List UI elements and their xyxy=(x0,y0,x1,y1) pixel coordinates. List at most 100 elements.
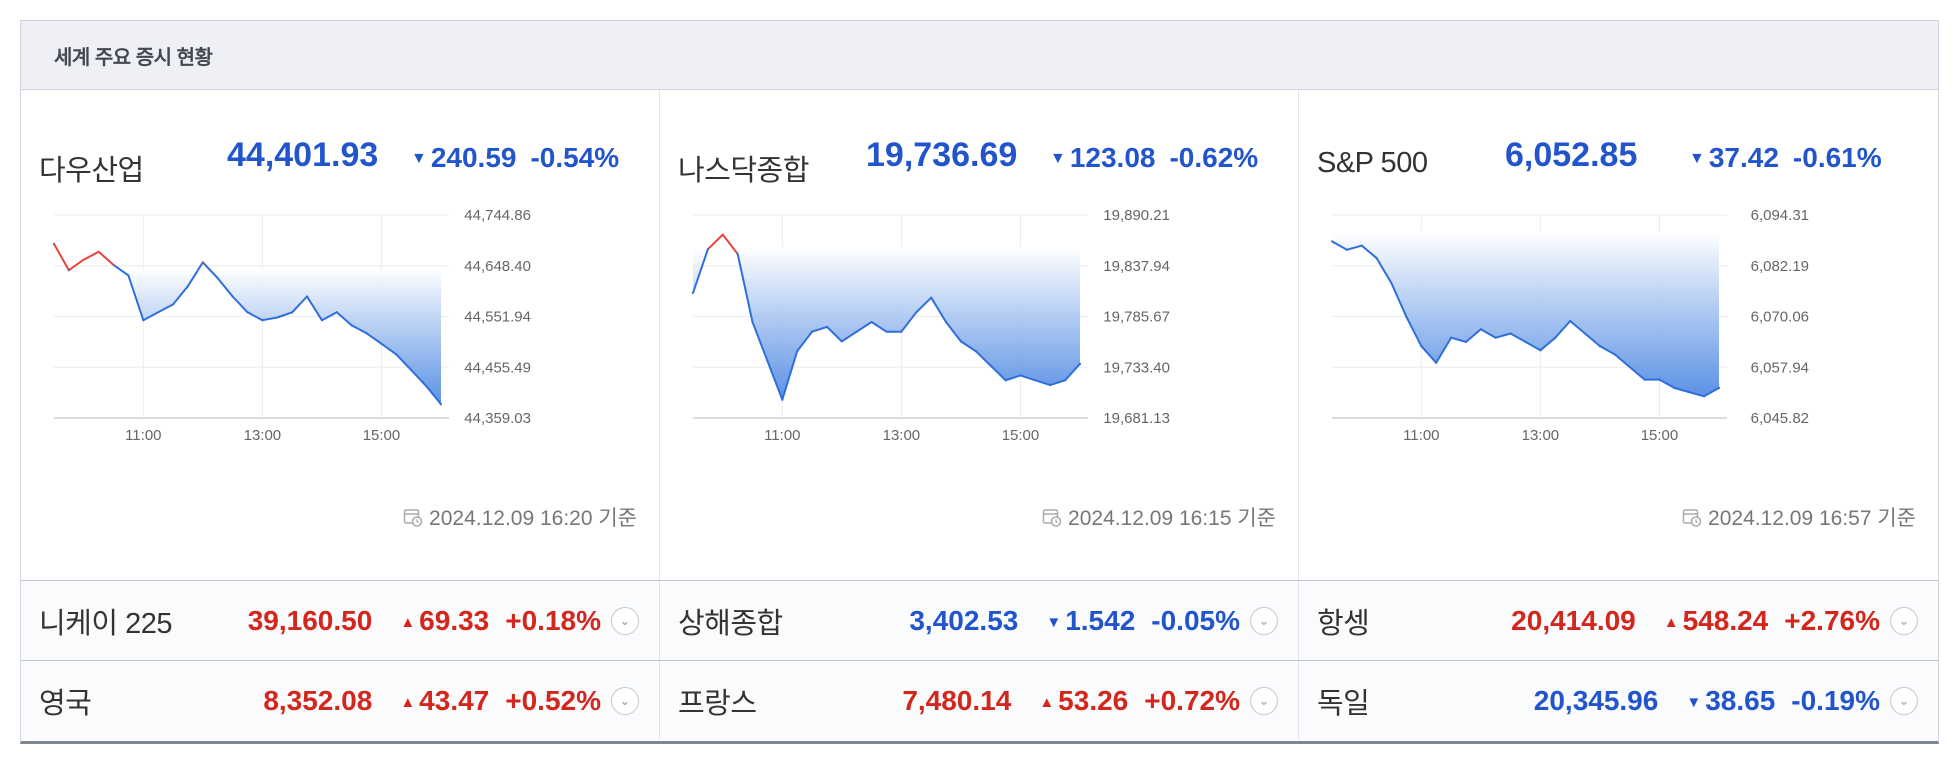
series-line-segment xyxy=(1034,379,1052,387)
x-tick-label: 15:00 xyxy=(1002,427,1040,444)
series-line-segment xyxy=(97,250,115,266)
series-line-segment xyxy=(216,277,234,298)
index-name: 나스닥종합 xyxy=(678,155,809,187)
index-name: 상해종합 xyxy=(678,607,783,640)
change-percent: -0.05% xyxy=(1151,604,1240,636)
data-point xyxy=(410,369,413,372)
data-point xyxy=(781,398,784,401)
change-amount: 43.47 xyxy=(419,684,490,716)
data-point xyxy=(1360,244,1363,247)
timestamp-text: 2024.12.09 16:20 기준 xyxy=(429,507,637,530)
x-tick-label: 13:00 xyxy=(1522,427,1560,444)
series-line-segment xyxy=(231,295,249,314)
panel-sp500[interactable]: S&P 500 6,052.85 ▼ 37.42 -0.61% 6,094.31 6,… xyxy=(1299,90,1938,580)
chevron-down-icon[interactable]: ⌄ xyxy=(1890,606,1918,635)
data-point xyxy=(959,340,962,343)
chevron-down-icon[interactable]: ⌄ xyxy=(1250,686,1278,715)
chevron-down-icon[interactable]: ⌄ xyxy=(611,606,639,635)
series-line-segment xyxy=(721,233,739,255)
y-tick-label: 6,057.94 xyxy=(1751,359,1809,376)
data-point xyxy=(97,250,100,253)
widget-title: 세계 주요 증시 현황 xyxy=(54,46,213,69)
index-cell-shanghai[interactable]: 상해종합 3,402.53 ▼ 1.542 -0.05% ⌄ xyxy=(660,581,1299,660)
x-tick-label: 15:00 xyxy=(1641,427,1679,444)
index-value: 8,352.08 xyxy=(263,684,373,716)
data-point xyxy=(1539,349,1542,352)
down-arrow-icon: ▼ xyxy=(1046,613,1062,631)
series-line-segment xyxy=(1004,374,1022,382)
x-tick-label: 11:00 xyxy=(125,427,161,444)
y-tick-label: 19,890.21 xyxy=(1103,207,1170,224)
change-percent: -0.19% xyxy=(1791,684,1880,716)
data-point xyxy=(201,261,204,264)
series-line-segment xyxy=(82,250,100,261)
index-cell-germany[interactable]: 독일 20,345.96 ▼ 38.65 -0.19% ⌄ xyxy=(1299,661,1938,740)
data-point xyxy=(172,303,175,306)
chevron-down-icon[interactable]: ⌄ xyxy=(1890,686,1918,715)
data-point xyxy=(1494,336,1497,339)
data-point xyxy=(350,324,353,327)
series-line-segment xyxy=(1509,332,1527,343)
series-line-segment xyxy=(915,296,933,314)
data-point xyxy=(1034,379,1037,382)
data-point xyxy=(1465,340,1467,343)
data-point xyxy=(261,319,264,322)
index-row: 영국 8,352.08 ▲ 43.47 +0.52% ⌄ 프랑스 7,480.14 ▲ 5… xyxy=(21,660,1938,740)
data-point xyxy=(989,364,992,367)
chevron-down-icon[interactable]: ⌄ xyxy=(611,686,639,715)
series-line-segment xyxy=(276,311,294,319)
index-cell-hangseng[interactable]: 항셍 20,414.09 ▲ 548.24 +2.76% ⌄ xyxy=(1299,581,1938,660)
series-line-segment xyxy=(1465,328,1482,343)
intraday-chart: 44,744.86 44,648.40 44,551.94 44,455.49 44,3… xyxy=(53,207,531,444)
data-point xyxy=(1450,336,1453,339)
series-line-segment xyxy=(855,321,873,333)
y-tick-label: 19,681.13 xyxy=(1103,410,1170,427)
series-line-segment xyxy=(959,340,977,353)
timestamp: 2024.12.09 16:57 기준 xyxy=(1682,502,1916,532)
series-line-segment xyxy=(201,261,219,280)
index-value: 20,345.96 xyxy=(1533,684,1659,716)
data-point xyxy=(1509,332,1512,335)
index-value: 7,480.14 xyxy=(902,684,1012,716)
change-amount: 548.24 xyxy=(1682,604,1769,636)
series-line-segment xyxy=(1494,332,1512,339)
series-line-segment xyxy=(365,332,383,345)
series-line-segment xyxy=(1479,328,1497,339)
series-line-segment xyxy=(1435,336,1453,364)
panel-dow[interactable]: 다우산업 44,401.93 ▼ 240.59 -0.54% 44,744.86 44… xyxy=(21,90,660,580)
data-point xyxy=(82,258,85,261)
data-point xyxy=(127,274,130,277)
data-point xyxy=(365,332,368,335)
index-value: 3,402.53 xyxy=(909,604,1019,636)
data-point xyxy=(826,325,828,328)
series-line-segment xyxy=(142,311,160,322)
index-cell-uk[interactable]: 영국 8,352.08 ▲ 43.47 +0.52% ⌄ xyxy=(21,661,660,740)
index-change: ▼ 240.59 -0.54% xyxy=(411,142,619,174)
index-values: 7,480.14 ▲ 53.26 +0.72% xyxy=(902,685,1240,717)
data-point xyxy=(67,269,70,272)
change-amount: 38.65 xyxy=(1705,684,1776,716)
change-amount: 69.33 xyxy=(419,604,490,636)
panel-nasdaq[interactable]: 나스닥종합 19,736.69 ▼ 123.08 -0.62% 19,890.21 1… xyxy=(660,90,1299,580)
data-point xyxy=(736,253,739,255)
data-point xyxy=(320,319,323,322)
index-list: 니케이 225 39,160.50 ▲ 69.33 +0.18% ⌄ 상해종합 3,4… xyxy=(21,580,1938,742)
data-point xyxy=(1420,345,1423,348)
index-cell-nikkei[interactable]: 니케이 225 39,160.50 ▲ 69.33 +0.18% ⌄ xyxy=(21,581,660,660)
series-line-segment xyxy=(53,242,70,272)
chevron-down-icon[interactable]: ⌄ xyxy=(1250,606,1278,635)
series-line-segment xyxy=(766,359,784,401)
index-values: 20,345.96 ▼ 38.65 -0.19% xyxy=(1534,685,1880,717)
y-tick-label: 44,648.40 xyxy=(464,258,531,275)
chart-area-fill xyxy=(693,247,1080,400)
x-tick-label: 13:00 xyxy=(883,427,921,444)
data-point xyxy=(291,311,294,314)
series-line-segment xyxy=(1584,332,1601,348)
series-line-segment xyxy=(1688,391,1706,398)
series-line-segment xyxy=(1360,244,1378,260)
index-cell-france[interactable]: 프랑스 7,480.14 ▲ 53.26 +0.72% ⌄ xyxy=(660,661,1299,740)
x-tick-label: 15:00 xyxy=(363,427,401,444)
data-point xyxy=(425,384,428,387)
change-amount: 37.42 xyxy=(1708,142,1779,173)
series-line-segment xyxy=(1539,336,1557,352)
